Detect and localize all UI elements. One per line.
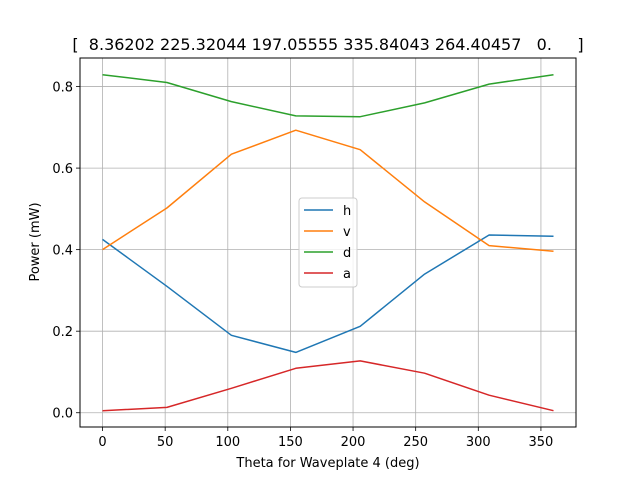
plot-frame	[79, 57, 577, 428]
series-line-a	[102, 360, 554, 412]
legend-label-h: h	[343, 204, 351, 219]
x-tick-label: 350	[529, 435, 554, 450]
x-tick-label: 150	[278, 435, 303, 450]
y-tick-label: 0.6	[52, 162, 73, 177]
chart-title: [ 8.36202 225.32044 197.05555 335.84043 …	[72, 35, 583, 54]
y-axis-label: Power (mW)	[28, 202, 43, 281]
y-tick-label: 0.2	[52, 325, 73, 340]
legend-label-a: a	[343, 267, 351, 282]
y-axis-ticks: 0.0 0.2 0.4 0.6 0.8	[52, 81, 80, 422]
x-tick-label: 100	[215, 435, 240, 450]
series-line-d	[102, 73, 554, 118]
x-tick-label: 250	[403, 435, 428, 450]
legend-label-v: v	[343, 225, 351, 240]
series-lines	[102, 73, 554, 412]
x-axis-label: Theta for Waveplate 4 (deg)	[235, 456, 419, 471]
series-line-v	[102, 129, 554, 253]
x-axis-ticks: 0 50 100 150 200 250 300 350	[98, 427, 553, 450]
x-tick-label: 200	[341, 435, 366, 450]
x-tick-label: 300	[466, 435, 491, 450]
legend-label-d: d	[343, 246, 351, 261]
x-tick-label: 0	[98, 435, 106, 450]
y-tick-label: 0.0	[52, 407, 73, 422]
y-tick-label: 0.8	[52, 81, 73, 96]
series-line-h	[102, 234, 554, 354]
y-tick-label: 0.4	[52, 244, 73, 259]
x-tick-label: 50	[157, 435, 174, 450]
legend-box	[298, 197, 358, 288]
